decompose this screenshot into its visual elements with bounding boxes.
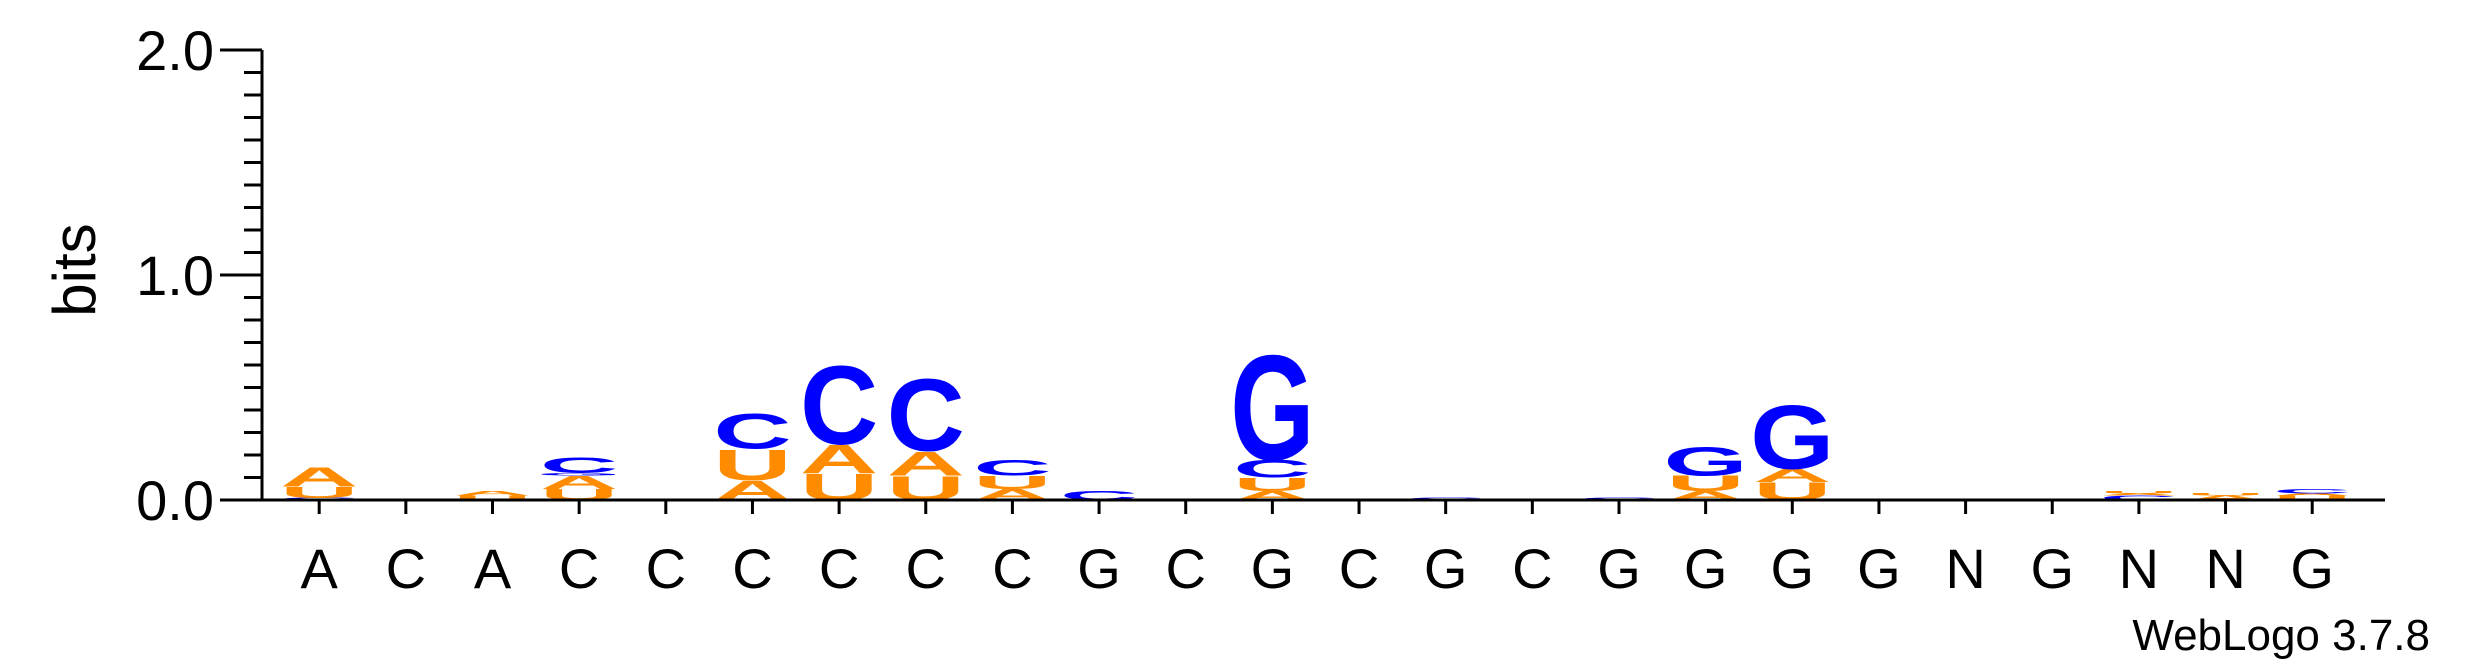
y-tick-label: 1.0 [136, 244, 214, 307]
logo-letter: G [1750, 388, 1834, 489]
logo-letter-glyph: C [973, 455, 1051, 480]
x-tick-label: G [1771, 537, 1815, 600]
logo-letter-glyph: C [887, 358, 965, 473]
x-tick-label: N [2119, 537, 2159, 600]
x-tick-label: C [646, 537, 686, 600]
logo-letter: U [1667, 471, 1745, 496]
logo-letter: A [453, 490, 531, 497]
logo-letter-glyph: G [537, 472, 621, 475]
logo-letter-glyph: U [280, 484, 358, 501]
logo-letter: A [280, 461, 358, 493]
letter-stacks: CUAUAUAGCAUCUACUACAUCCAUCGCCAUGUAGCAUAUU… [280, 324, 2351, 508]
x-tick-label: C [906, 537, 946, 600]
logo-letter-glyph: C [1233, 455, 1311, 483]
logo-letter: A [540, 472, 618, 493]
logo-letter-glyph: U [2273, 494, 2351, 501]
logo-letter-glyph: U [713, 440, 791, 489]
logo-letter: C [887, 358, 965, 473]
logo-letter: C [540, 453, 618, 478]
x-tick-label: C [386, 537, 426, 600]
logo-letter-glyph: G [1664, 439, 1748, 484]
logo-letter: A [1753, 465, 1831, 486]
x-tick-label: G [2030, 537, 2074, 600]
logo-letter: A [887, 444, 965, 483]
logo-letter-glyph: G [1230, 324, 1314, 491]
logo-letter-glyph: A [887, 444, 965, 483]
x-tick-label: G [2290, 537, 2334, 600]
logo-letter: A [800, 437, 878, 482]
x-tick-label: N [1945, 537, 1985, 600]
logo-letter: U [453, 494, 531, 501]
axes: 0.01.02.0A C A C C C C C C G C G C G C G G G G N G N N G [136, 19, 2385, 600]
logo-letter: G [1230, 324, 1314, 491]
x-tick-label: G [1251, 537, 1295, 600]
logo-letter-glyph: A [540, 472, 618, 493]
x-tick-label: G [1597, 537, 1641, 600]
logo-letter-glyph: U [2100, 490, 2178, 493]
x-tick-label: G [1684, 537, 1728, 600]
logo-letter-glyph: U [973, 472, 1051, 493]
logo-letter-glyph: U [1667, 471, 1745, 496]
logo-letter: U [973, 472, 1051, 493]
x-tick-label: G [1424, 537, 1468, 600]
logo-letter-glyph: A [1753, 465, 1831, 486]
logo-letter: C [1233, 455, 1311, 483]
y-tick-label: 0.0 [136, 469, 214, 532]
logo-letter-glyph: A [2186, 494, 2264, 501]
x-tick-label: C [1339, 537, 1379, 600]
x-tick-label: C [819, 537, 859, 600]
logo-letter: C [2273, 488, 2351, 495]
x-tick-label: A [474, 537, 512, 600]
logo-letter-glyph: U [453, 494, 531, 501]
x-tick-label: C [992, 537, 1032, 600]
logo-letter: U [2186, 493, 2264, 496]
logo-letter: A [2186, 494, 2264, 501]
logo-letter: A [2273, 493, 2351, 496]
x-tick-label: C [559, 537, 599, 600]
logo-letter: A [2100, 493, 2178, 496]
x-tick-label: G [1857, 537, 1901, 600]
x-tick-label: A [301, 537, 339, 600]
logo-letter-glyph: A [2273, 493, 2351, 496]
logo-letter-glyph: U [1233, 474, 1311, 495]
logo-letter: U [2100, 490, 2178, 493]
logo-letter-glyph: A [800, 437, 878, 482]
logo-letter: G [1664, 439, 1748, 484]
x-tick-label: C [732, 537, 772, 600]
logo-letter-glyph: C [713, 403, 791, 459]
logo-letter: C [800, 343, 878, 468]
logo-letter: C [713, 403, 791, 459]
logo-letter-glyph: C [2100, 494, 2178, 501]
logo-letter-glyph: C [800, 343, 878, 468]
logo-letter: U [713, 440, 791, 489]
logo-letter-glyph: C [540, 453, 618, 478]
logo-letter-glyph: A [280, 461, 358, 493]
logo-letter: U [2273, 494, 2351, 501]
logo-letter: G [537, 472, 621, 475]
logo-letter: C [973, 455, 1051, 480]
weblogo-credit: WebLogo 3.7.8 [2132, 611, 2430, 660]
logo-letter: C [2100, 494, 2178, 501]
x-tick-label: G [1077, 537, 1121, 600]
logo-letter: U [280, 484, 358, 501]
x-tick-label: N [2205, 537, 2245, 600]
logo-letter-glyph: U [2186, 493, 2264, 496]
x-tick-label: C [1512, 537, 1552, 600]
y-tick-label: 2.0 [136, 19, 214, 82]
y-axis-label: bits [41, 223, 108, 316]
logo-letter-glyph: A [453, 490, 531, 497]
logo-letter-glyph: A [2100, 493, 2178, 496]
logo-letter-glyph: G [1750, 388, 1834, 489]
logo-letter-glyph: C [2273, 488, 2351, 495]
logo-letter: U [1233, 474, 1311, 495]
x-tick-label: C [1165, 537, 1205, 600]
